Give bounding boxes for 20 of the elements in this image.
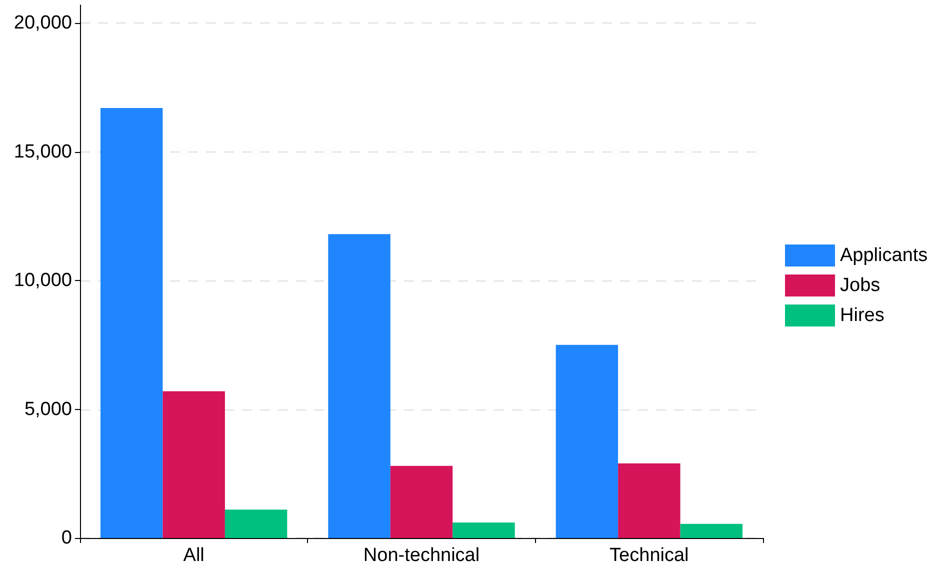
- y-tick-label: 5,000: [24, 398, 72, 420]
- bar: [328, 234, 390, 538]
- bar: [680, 524, 743, 538]
- y-tick-label: 20,000: [14, 12, 72, 34]
- x-tick-label: All: [183, 545, 204, 566]
- bar: [224, 510, 288, 538]
- bar: [390, 466, 453, 538]
- legend-label: Hires: [840, 305, 884, 326]
- y-tick-label: 0: [61, 528, 72, 548]
- bar: [100, 108, 163, 538]
- legend-label: Applicants: [840, 245, 928, 266]
- bar: [556, 344, 618, 538]
- bar: [452, 522, 515, 538]
- y-tick-label: 15,000: [14, 141, 72, 162]
- x-tick-label: Technical: [610, 545, 689, 566]
- x-tick-label: Non-technical: [363, 545, 480, 566]
- y-tick-label: 10,000: [14, 270, 72, 292]
- bar: [618, 463, 680, 538]
- bar: [162, 391, 225, 538]
- legend-label: Jobs: [840, 275, 880, 296]
